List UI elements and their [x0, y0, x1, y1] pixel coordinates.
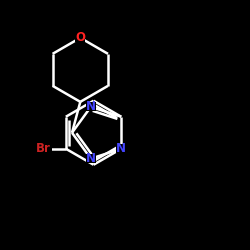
Text: N: N — [86, 100, 96, 113]
FancyBboxPatch shape — [86, 102, 96, 111]
FancyBboxPatch shape — [35, 144, 52, 153]
Text: N: N — [86, 152, 96, 165]
Text: O: O — [75, 31, 85, 44]
FancyBboxPatch shape — [75, 34, 85, 42]
Text: N: N — [116, 142, 126, 155]
Text: Br: Br — [36, 142, 51, 155]
FancyBboxPatch shape — [116, 144, 126, 153]
FancyBboxPatch shape — [86, 154, 96, 163]
